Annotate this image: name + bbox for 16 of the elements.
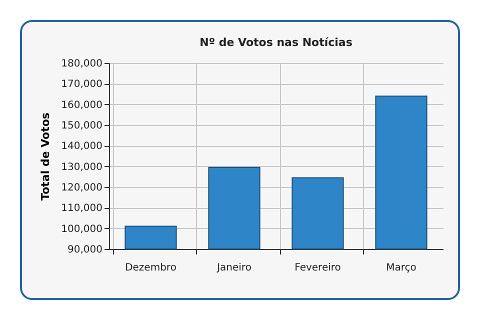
- y-axis-title: Total de Votos: [39, 112, 52, 200]
- x-tick-label: Janeiro: [216, 262, 252, 274]
- y-tick-label: 100,000: [61, 224, 102, 235]
- y-tick-label: 130,000: [61, 162, 102, 173]
- chart-title: Nº de Votos nas Notícias: [200, 36, 353, 49]
- x-tick-label: Fevereiro: [294, 262, 341, 274]
- x-tick-label: Dezembro: [125, 262, 176, 274]
- y-tick-label: 150,000: [61, 120, 102, 132]
- y-tick-label: 170,000: [61, 79, 102, 90]
- y-tick-label: 140,000: [61, 141, 102, 152]
- x-tick-label: Março: [386, 262, 416, 274]
- y-tick-label: 180,000: [61, 58, 102, 70]
- y-tick-label: 120,000: [61, 182, 102, 194]
- y-tick-label: 160,000: [61, 100, 102, 111]
- y-tick-label: 110,000: [61, 203, 102, 214]
- y-tick-label: 90,000: [68, 244, 102, 256]
